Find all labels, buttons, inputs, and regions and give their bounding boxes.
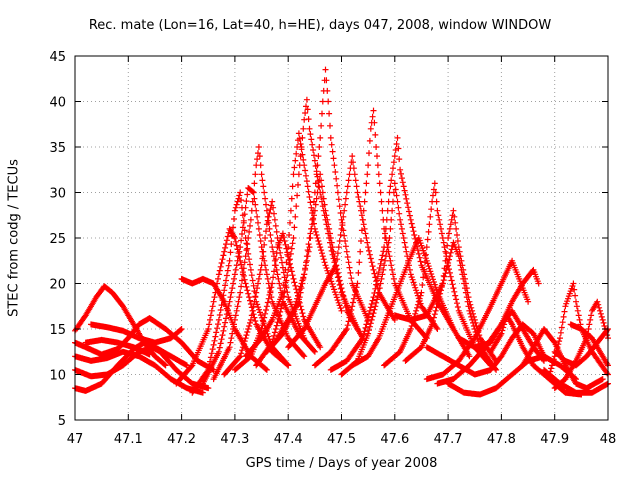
x-tick-label: 47 bbox=[67, 432, 84, 447]
data-point-markers bbox=[445, 353, 579, 398]
series-track bbox=[327, 134, 457, 373]
y-tick-label: 20 bbox=[49, 278, 66, 293]
y-tick-label: 35 bbox=[49, 141, 66, 156]
y-tick-label: 15 bbox=[49, 323, 66, 338]
data-point-markers bbox=[381, 180, 494, 369]
x-tick-label: 47.8 bbox=[487, 432, 516, 447]
data-point-markers bbox=[82, 336, 153, 358]
x-tick-label: 47.4 bbox=[274, 432, 303, 447]
data-point-markers bbox=[567, 321, 611, 369]
y-tick-label: 30 bbox=[49, 187, 66, 202]
data-point-markers bbox=[221, 198, 308, 378]
y-tick-label: 40 bbox=[49, 96, 66, 111]
chart-title: Rec. mate (Lon=16, Lat=40, h=HE), days 0… bbox=[88, 18, 552, 33]
series-track bbox=[82, 336, 153, 358]
data-point-markers bbox=[423, 257, 532, 383]
x-tick-label: 47.1 bbox=[114, 432, 143, 447]
y-tick-label: 25 bbox=[49, 232, 66, 247]
series-track bbox=[423, 257, 532, 383]
series-track bbox=[285, 153, 398, 351]
data-point-markers bbox=[541, 366, 611, 396]
axis-ticks: 47 47.1 47.2 47.3 47.4 47.5 47.6 47.7 47.8 47.9 48… bbox=[49, 50, 616, 447]
data-point-markers bbox=[349, 235, 473, 369]
data-point-markers bbox=[88, 321, 185, 346]
series-track bbox=[349, 235, 473, 369]
data-point-markers bbox=[274, 171, 366, 342]
series-track bbox=[567, 321, 611, 369]
x-tick-label: 47.2 bbox=[167, 432, 196, 447]
series-track bbox=[423, 321, 547, 378]
series-track bbox=[445, 353, 579, 398]
data-point-markers bbox=[402, 207, 500, 364]
x-tick-label: 47.6 bbox=[380, 432, 409, 447]
data-point-markers bbox=[423, 321, 547, 378]
x-tick-label: 47.3 bbox=[220, 432, 249, 447]
series-track bbox=[88, 321, 185, 346]
series-track bbox=[221, 198, 308, 378]
y-tick-label: 5 bbox=[58, 414, 66, 429]
series-track bbox=[274, 171, 366, 342]
data-point-markers bbox=[327, 134, 457, 373]
data-marks bbox=[72, 66, 611, 398]
data-point-markers bbox=[311, 107, 430, 369]
series-track bbox=[242, 130, 345, 360]
series-track bbox=[541, 366, 611, 396]
x-tick-label: 47.7 bbox=[434, 432, 463, 447]
series-track bbox=[391, 239, 500, 373]
x-tick-label: 47.9 bbox=[540, 432, 569, 447]
x-tick-label: 47.5 bbox=[327, 432, 356, 447]
data-point-markers bbox=[242, 130, 345, 360]
series-track bbox=[311, 107, 430, 369]
data-point-markers bbox=[487, 312, 585, 398]
series-track bbox=[381, 180, 494, 369]
series-track bbox=[402, 207, 500, 364]
data-point-markers bbox=[285, 153, 398, 351]
x-axis-label: GPS time / Days of year 2008 bbox=[245, 456, 438, 471]
x-tick-label: 48 bbox=[600, 432, 617, 447]
data-point-markers bbox=[391, 239, 500, 373]
y-tick-label: 45 bbox=[49, 50, 66, 65]
series-track bbox=[487, 312, 585, 398]
grid-lines bbox=[75, 56, 608, 420]
y-tick-label: 10 bbox=[49, 369, 66, 384]
